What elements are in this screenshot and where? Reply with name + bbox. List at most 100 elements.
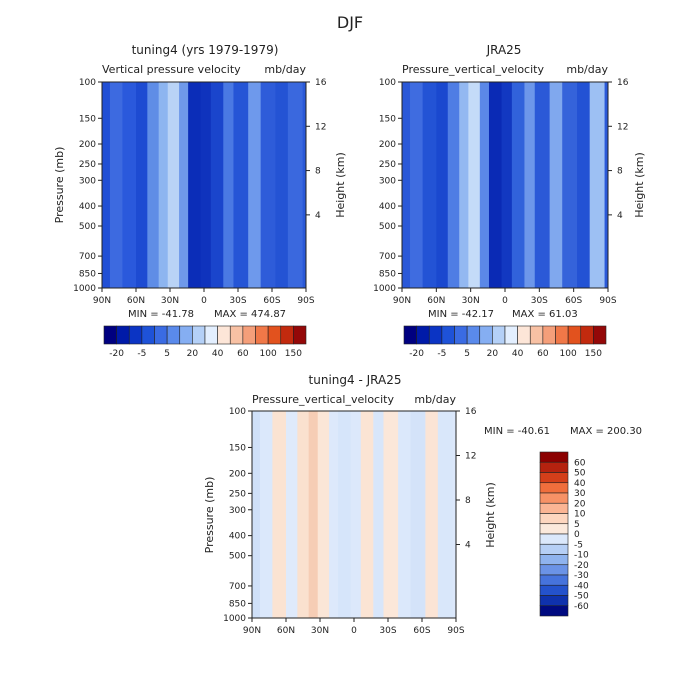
x-tick-label: 90S xyxy=(297,296,314,306)
colorbar-swatch xyxy=(539,574,569,586)
colorbar-swatch xyxy=(539,595,569,607)
y2-tick-label: 12 xyxy=(315,122,326,132)
colorbar-label: -30 xyxy=(574,571,589,581)
contour-band xyxy=(275,82,291,288)
contour-band xyxy=(437,411,453,618)
x-tick-label: 0 xyxy=(351,626,357,636)
panel-difference: tuning4 - JRA25 Pressure_vertical_veloci… xyxy=(203,373,642,636)
contour-band xyxy=(188,82,203,288)
colorbar-swatch xyxy=(539,584,569,596)
x-tick-label: 30N xyxy=(161,296,179,306)
colorbar-swatch xyxy=(580,325,594,345)
contour-band xyxy=(260,82,276,288)
y-tick-label: 500 xyxy=(379,222,396,232)
x-tick-label: 90N xyxy=(393,296,411,306)
colorbar-label: 5 xyxy=(574,520,580,530)
contour-band xyxy=(102,82,113,288)
page-title: DJF xyxy=(337,13,363,32)
colorbar-swatch xyxy=(154,325,168,345)
colorbar-swatch xyxy=(539,502,569,514)
contour-band xyxy=(511,82,527,288)
colorbar-swatch xyxy=(593,325,607,345)
colorbar-swatch xyxy=(529,325,544,345)
min-label: MIN = -42.17 xyxy=(428,309,494,320)
contour-band xyxy=(422,82,438,288)
contour-band xyxy=(252,411,263,618)
colorbar-swatch xyxy=(116,325,130,345)
x-tick-label: 90N xyxy=(93,296,111,306)
contour-band xyxy=(549,82,565,288)
contour-band xyxy=(233,82,249,288)
contour-band xyxy=(410,82,425,288)
colorbar-swatch xyxy=(293,325,307,345)
contour-band xyxy=(259,411,275,618)
contour-band xyxy=(338,411,353,618)
colorbar-label: 20 xyxy=(487,349,499,359)
colorbar-swatch xyxy=(542,325,556,345)
y-tick-label: 850 xyxy=(379,269,396,279)
colorbar-swatch xyxy=(479,325,493,345)
y-tick-label: 500 xyxy=(229,552,246,562)
x-tick-label: 30N xyxy=(311,626,329,636)
y-axis-label: Pressure (mb) xyxy=(53,147,66,224)
colorbar-swatch xyxy=(141,325,155,345)
y2-tick-label: 8 xyxy=(465,496,471,506)
x-tick-label: 90N xyxy=(243,626,261,636)
contour-band xyxy=(436,82,452,288)
colorbar-swatch xyxy=(539,605,569,617)
colorbar-swatch xyxy=(539,543,569,555)
y-tick-label: 1000 xyxy=(223,614,246,624)
y-tick-label: 250 xyxy=(79,160,96,170)
colorbar-swatch xyxy=(179,325,193,345)
colorbar-label: 60 xyxy=(237,349,249,359)
x-tick-label: 60S xyxy=(263,296,280,306)
colorbar-swatch xyxy=(539,554,569,566)
y-tick-label: 300 xyxy=(79,176,96,186)
colorbar-swatch xyxy=(539,461,569,473)
colorbar-label: 100 xyxy=(560,349,577,359)
colorbar-label: -20 xyxy=(574,561,589,571)
y-tick-label: 400 xyxy=(379,202,396,212)
colorbar-label: -60 xyxy=(574,602,589,612)
colorbar-swatch xyxy=(539,523,569,535)
y2-axis-label: Height (km) xyxy=(334,152,347,218)
contour-band xyxy=(398,411,413,618)
contour-band xyxy=(468,82,484,288)
colorbar-label: 0 xyxy=(574,530,580,540)
x-tick-label: 30S xyxy=(229,296,246,306)
colorbar-swatch xyxy=(492,325,506,345)
contour-band xyxy=(317,411,333,618)
contour-band xyxy=(297,411,313,618)
colorbar-label: -40 xyxy=(574,581,589,591)
colorbar-swatch xyxy=(166,325,181,345)
panel-title: JRA25 xyxy=(486,43,522,57)
panel-tuning4: tuning4 (yrs 1979-1979) Vertical pressur… xyxy=(53,43,347,359)
colorbar-swatch xyxy=(416,325,430,345)
colorbar-label: -5 xyxy=(574,540,583,550)
y-tick-label: 150 xyxy=(379,114,396,124)
x-tick-label: 90S xyxy=(447,626,464,636)
y2-tick-label: 16 xyxy=(315,78,327,88)
y-tick-label: 200 xyxy=(79,140,96,150)
colorbar-swatch xyxy=(539,492,569,504)
colorbar-swatch xyxy=(428,325,443,345)
colorbar-swatch xyxy=(517,325,531,345)
y2-tick-label: 12 xyxy=(465,452,476,462)
y2-tick-label: 4 xyxy=(465,541,471,551)
y-tick-label: 400 xyxy=(79,202,96,212)
y-tick-label: 850 xyxy=(79,269,96,279)
colorbar-label: -20 xyxy=(109,349,124,359)
y-tick-label: 150 xyxy=(79,114,96,124)
colorbar-label: 60 xyxy=(537,349,549,359)
colorbar-swatch xyxy=(539,533,569,545)
y-tick-label: 250 xyxy=(229,489,246,499)
contour-band xyxy=(147,82,163,288)
colorbar-swatch xyxy=(539,451,569,463)
colorbar-swatch xyxy=(403,325,417,345)
max-label: MAX = 474.87 xyxy=(214,309,286,320)
colorbar-swatch xyxy=(267,325,282,345)
y-tick-label: 400 xyxy=(229,532,246,542)
x-tick-label: 30S xyxy=(531,296,548,306)
y-tick-label: 850 xyxy=(229,599,246,609)
contour-band xyxy=(248,82,263,288)
